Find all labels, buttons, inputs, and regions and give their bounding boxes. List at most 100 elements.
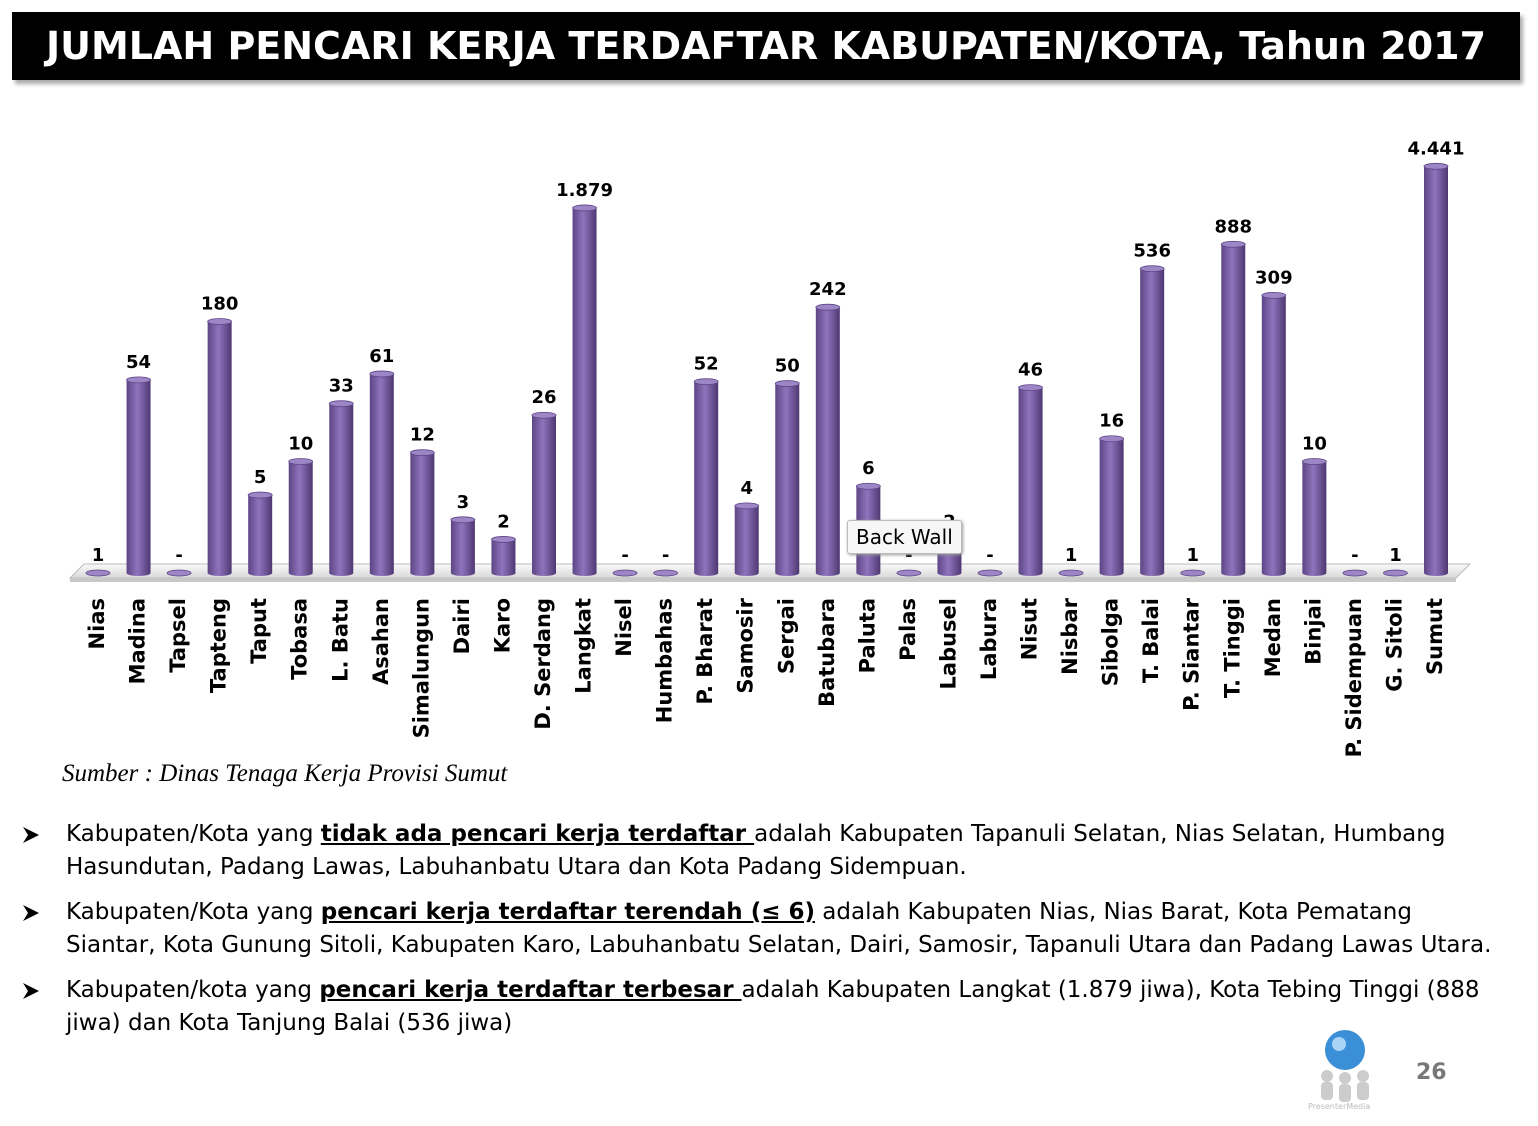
bar xyxy=(1342,569,1368,577)
bar xyxy=(977,569,1003,577)
bar-top xyxy=(612,569,638,577)
bar xyxy=(774,380,800,576)
bar xyxy=(328,400,354,576)
bullet: Kabupaten/kota yang pencari kerja terdaf… xyxy=(23,974,1496,1040)
bullet-text: Kabupaten/Kota yang xyxy=(66,899,321,925)
bullet-text: adalah Kabupaten Nias, Nias Barat, Kota … xyxy=(66,899,1492,958)
value-label: - xyxy=(662,545,669,566)
x-tick-label: Taput xyxy=(247,598,271,664)
bullet-text: Kabupaten/kota yang xyxy=(66,977,320,1003)
emphasis-text: pencari kerja terdaftar terbesar xyxy=(319,977,742,1003)
bar xyxy=(491,536,516,576)
x-tick-label: P. Bharat xyxy=(693,598,717,705)
bar xyxy=(815,303,841,576)
x-tick-label: Nisbar xyxy=(1058,597,1082,674)
bar-top xyxy=(572,204,597,212)
bar-top xyxy=(1180,569,1206,577)
bar-body xyxy=(1140,268,1165,576)
value-label: 1 xyxy=(1065,545,1078,566)
value-label: 6 xyxy=(862,458,875,479)
bullet-arrow xyxy=(23,905,39,921)
x-tick-label: Labusel xyxy=(936,598,960,689)
bar-top xyxy=(369,370,395,378)
value-label: 16 xyxy=(1099,411,1124,432)
bar-top xyxy=(207,318,233,325)
bullet-arrow xyxy=(23,827,39,843)
bar-top xyxy=(896,569,922,577)
x-tick-label: Tapsel xyxy=(166,598,190,673)
value-label: 4.441 xyxy=(1408,138,1465,159)
value-label: - xyxy=(621,545,628,566)
bar xyxy=(1180,569,1206,577)
bar xyxy=(572,204,597,577)
x-tick-label: Nisut xyxy=(1018,598,1042,660)
bar xyxy=(1423,162,1449,576)
bar xyxy=(653,569,679,577)
bar xyxy=(409,449,435,576)
bullet-list: Kabupaten/Kota yang tidak ada pencari ke… xyxy=(23,818,1496,1052)
value-label: 61 xyxy=(369,346,394,367)
source-note: Sumber : Dinas Tenaga Kerja Provisi Sumu… xyxy=(62,760,508,787)
bar-top xyxy=(409,449,435,457)
bar-body xyxy=(369,373,394,576)
bar-top xyxy=(855,482,881,490)
bar-top xyxy=(734,502,760,510)
bar-body xyxy=(532,415,556,576)
bar xyxy=(1058,569,1084,577)
x-tick-label: Tobasa xyxy=(288,598,312,680)
bar xyxy=(531,411,557,576)
emphasis-text: pencari kerja terdaftar terendah (≤ 6) xyxy=(320,899,815,925)
bar-body xyxy=(1099,438,1124,576)
value-label: 888 xyxy=(1214,216,1252,237)
value-label: 54 xyxy=(126,352,151,373)
bar xyxy=(166,569,192,577)
page-number: 26 xyxy=(1416,1060,1447,1085)
value-label: - xyxy=(905,545,912,566)
x-tick-label: P. Siantar xyxy=(1180,597,1204,710)
value-label: 1 xyxy=(1389,545,1402,566)
value-label: 10 xyxy=(1302,434,1327,455)
bar-top xyxy=(653,569,679,577)
bar-top xyxy=(126,376,151,384)
bar-top xyxy=(815,303,841,311)
bar-body xyxy=(329,403,354,576)
bar-top xyxy=(491,536,516,543)
bar xyxy=(1099,435,1125,576)
bar xyxy=(1139,265,1165,576)
bar xyxy=(1220,240,1246,576)
slide-title: JUMLAH PENCARI KERJA TERDAFTAR KABUPATEN… xyxy=(12,12,1520,80)
x-tick-label: Samosir xyxy=(734,597,758,693)
bar-body xyxy=(126,379,151,576)
bar-body xyxy=(288,461,313,576)
x-tick-label: Paluta xyxy=(855,598,879,673)
value-label: 5 xyxy=(254,467,267,488)
bar-body xyxy=(734,505,759,576)
value-label: 309 xyxy=(1255,267,1293,288)
bar xyxy=(450,516,476,576)
x-tick-label: Simalungun xyxy=(409,598,433,738)
value-label: 536 xyxy=(1133,241,1171,262)
bar-top xyxy=(1423,162,1449,170)
bar-body xyxy=(1261,295,1286,576)
x-tick-label: Langkat xyxy=(572,598,596,694)
x-tick-label: Humbahas xyxy=(653,598,677,723)
bar xyxy=(612,569,638,577)
value-label: 4 xyxy=(740,478,753,499)
value-label: 33 xyxy=(329,376,354,397)
bar xyxy=(369,370,395,576)
bar-body xyxy=(1221,244,1246,576)
chart: 1 Nias 54 Madina - Tapsel 180 Tapteng 5 Taput 10 To… xyxy=(68,138,1472,757)
x-tick-label: Asahan xyxy=(369,598,393,685)
value-label: - xyxy=(986,545,993,566)
bar-top xyxy=(1342,569,1368,577)
x-tick-label: Tapteng xyxy=(207,598,231,693)
bar-top xyxy=(1261,291,1287,299)
x-tick-label: Sumut xyxy=(1423,598,1447,675)
bar xyxy=(734,502,760,576)
value-label: 1 xyxy=(92,545,105,566)
x-tick-label: G. Sitoli xyxy=(1382,598,1406,692)
x-tick-label: D. Serdang xyxy=(531,598,555,730)
logo xyxy=(1321,1030,1369,1102)
x-tick-label: L. Batu xyxy=(328,598,352,682)
